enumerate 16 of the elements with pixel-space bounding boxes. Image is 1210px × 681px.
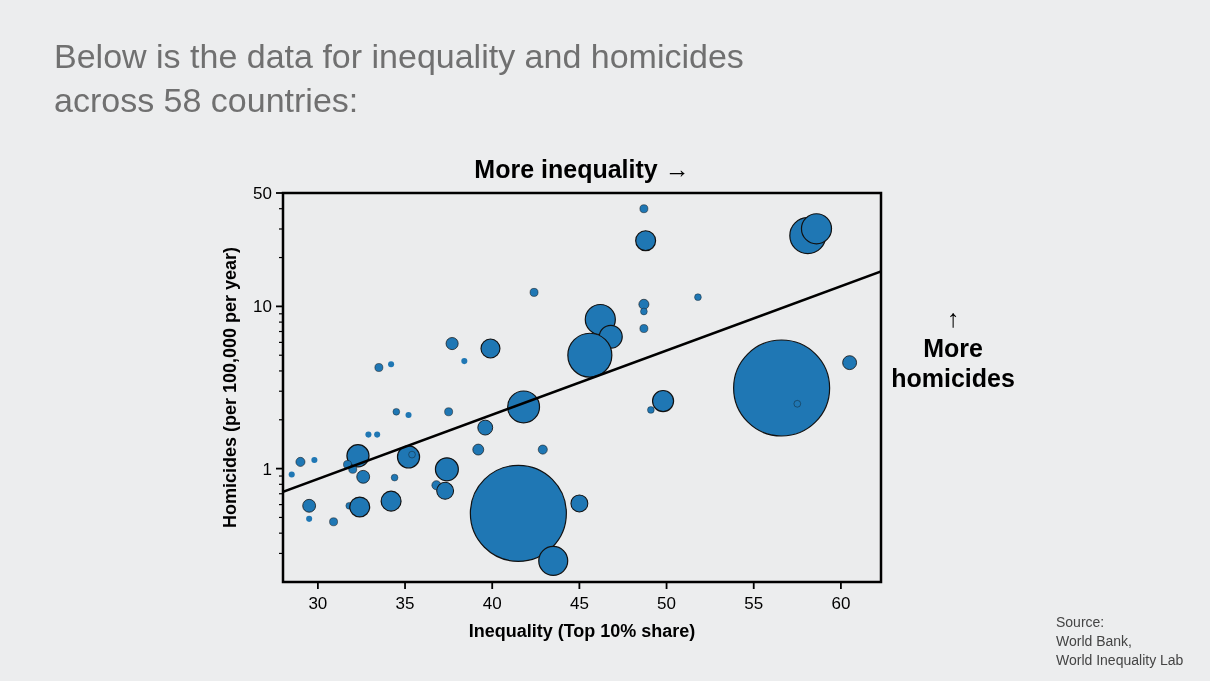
x-tick-label: 60 bbox=[831, 594, 851, 613]
x-tick-label: 50 bbox=[657, 594, 677, 613]
y-tick-label: 10 bbox=[253, 297, 272, 317]
y-tick-label: 50 bbox=[253, 184, 272, 203]
x-tick-label: 40 bbox=[482, 594, 502, 613]
text: More inequality → bbox=[474, 155, 690, 183]
x-tick-label: 45 bbox=[569, 594, 589, 613]
x-tick-label: 30 bbox=[308, 594, 328, 613]
y-tick-label: 1 bbox=[262, 459, 272, 479]
source-note: Source: World Bank, World Inequality Lab bbox=[1056, 614, 1184, 668]
y-axis-title: Homicides (per 100,000 per year) bbox=[220, 246, 240, 529]
x-tick-label: 55 bbox=[744, 594, 764, 613]
x-tick-label: 35 bbox=[395, 594, 415, 613]
chart-title: Below is the data for inequality and homicides across 58 countries: bbox=[54, 37, 744, 119]
text: ↑ More homicides bbox=[891, 304, 1015, 392]
x-axis-title: Inequality (Top 10% share) bbox=[468, 621, 696, 641]
